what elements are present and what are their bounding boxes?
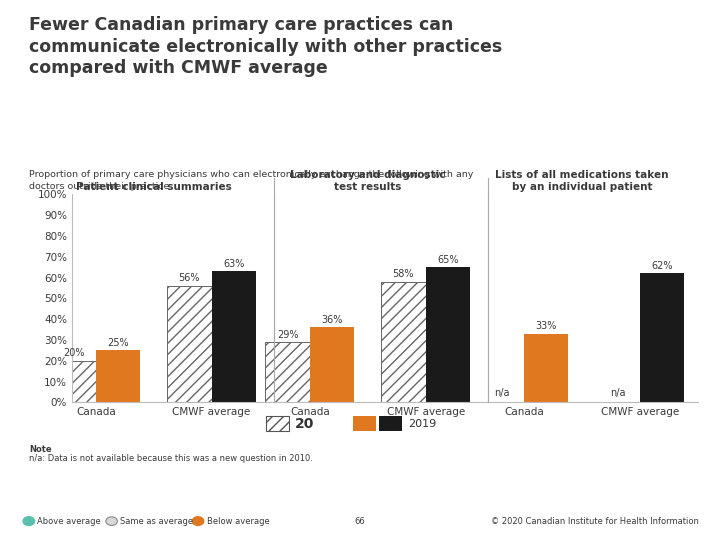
Bar bbox=[51, 361, 96, 402]
Text: Patient clinical summaries: Patient clinical summaries bbox=[76, 181, 232, 192]
Text: Same as average: Same as average bbox=[120, 517, 194, 525]
Bar bbox=[266, 342, 310, 402]
Text: n/a: n/a bbox=[494, 388, 510, 398]
Bar bbox=[426, 267, 470, 402]
Text: Note: Note bbox=[29, 446, 51, 455]
Text: © 2020 Canadian Institute for Health Information: © 2020 Canadian Institute for Health Inf… bbox=[490, 517, 698, 525]
Text: 62%: 62% bbox=[651, 261, 672, 271]
Text: Lists of all medications taken
by an individual patient: Lists of all medications taken by an ind… bbox=[495, 170, 669, 192]
Text: 29%: 29% bbox=[277, 329, 298, 340]
Bar bbox=[381, 282, 426, 402]
Text: Laboratory and diagnostic
test results: Laboratory and diagnostic test results bbox=[290, 170, 446, 192]
Text: 33%: 33% bbox=[536, 321, 557, 331]
Text: Above average: Above average bbox=[37, 517, 102, 525]
Text: 25%: 25% bbox=[107, 338, 129, 348]
Text: 56%: 56% bbox=[179, 273, 200, 284]
Text: Fewer Canadian primary care practices can
communicate electronically with other : Fewer Canadian primary care practices ca… bbox=[29, 16, 502, 77]
Text: 66: 66 bbox=[355, 517, 365, 525]
Text: Proportion of primary care physicians who can electronically exchange the follow: Proportion of primary care physicians wh… bbox=[29, 170, 473, 191]
Bar bbox=[167, 286, 212, 402]
Text: 20: 20 bbox=[295, 417, 315, 431]
Bar bbox=[212, 271, 256, 402]
Text: 58%: 58% bbox=[392, 269, 414, 279]
Bar bbox=[96, 350, 140, 402]
Text: n/a: Data is not available because this was a new question in 2010.: n/a: Data is not available because this … bbox=[29, 454, 312, 463]
Bar bbox=[310, 327, 354, 402]
Text: 2019: 2019 bbox=[408, 419, 436, 429]
Text: 36%: 36% bbox=[321, 315, 343, 325]
Bar bbox=[640, 273, 684, 402]
Text: 63%: 63% bbox=[223, 259, 245, 269]
Text: n/a: n/a bbox=[610, 388, 625, 398]
Text: Below average: Below average bbox=[207, 517, 269, 525]
Text: 20%: 20% bbox=[63, 348, 84, 358]
Text: 65%: 65% bbox=[437, 255, 459, 265]
Bar bbox=[524, 334, 568, 402]
